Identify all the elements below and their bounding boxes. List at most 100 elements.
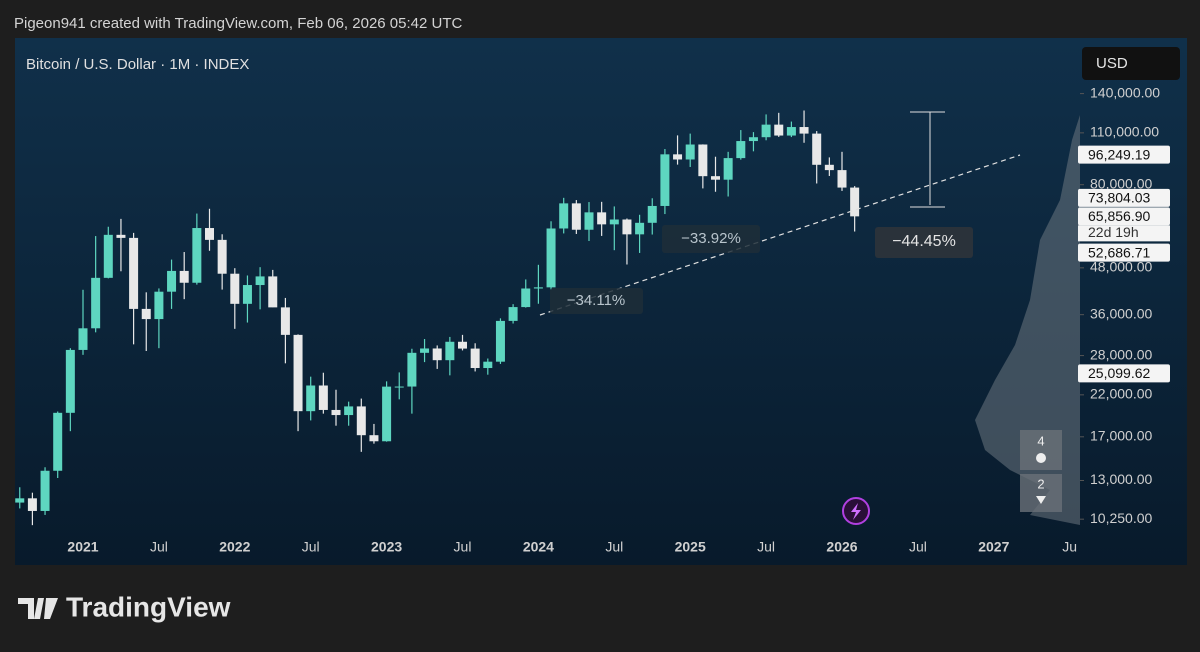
candle-body: [508, 307, 518, 321]
currency[interactable]: USD: [1096, 55, 1128, 72]
candle-body: [673, 154, 683, 160]
candle-body: [850, 187, 860, 217]
candle-body: [824, 164, 834, 171]
y-tick-label: 28,000.00: [1090, 346, 1152, 362]
candle-body: [205, 228, 214, 240]
candle-body: [635, 222, 645, 235]
candle-body: [407, 352, 417, 387]
brand: TradingView: [66, 591, 231, 622]
plot: [15, 110, 860, 526]
candle-body: [647, 205, 657, 223]
y-tick-label: 48,000.00: [1090, 259, 1152, 275]
badge-icon: [1036, 453, 1046, 463]
candle-body: [698, 144, 708, 177]
x-tick-label: Jul: [757, 539, 775, 555]
y-tick-label: 140,000.00: [1090, 84, 1160, 100]
candle-body: [167, 270, 177, 292]
x-tick-label: Ju: [1062, 539, 1077, 555]
candle-body: [394, 386, 404, 388]
candle-body: [141, 308, 151, 320]
price-label: 65,856.90: [1088, 208, 1150, 224]
candle-body: [242, 285, 252, 304]
candle-body: [748, 137, 758, 142]
candle-body: [65, 349, 75, 413]
candle-body: [837, 170, 847, 188]
y-tick-label: 110,000.00: [1090, 124, 1159, 140]
annotation-box: [875, 227, 973, 258]
x-tick-label: Jul: [302, 539, 320, 555]
candle-body: [736, 141, 746, 159]
x-tick-label: 2026: [826, 539, 857, 555]
candle-body: [571, 203, 581, 230]
candle-body: [344, 406, 354, 416]
y-tick-label: 10,250.00: [1090, 510, 1152, 526]
candle-body: [116, 234, 126, 238]
candle-body: [179, 270, 189, 283]
candle-body: [495, 320, 505, 362]
price-label-box: [1078, 145, 1170, 164]
chart-title: Bitcoin / U.S. Dollar · 1M · INDEX: [26, 56, 249, 73]
candle-body: [129, 237, 139, 309]
header: Pigeon941 created with TradingView.com, …: [14, 15, 462, 32]
candle-body: [445, 341, 455, 361]
event-bolt: [851, 503, 861, 520]
candle-body: [458, 341, 467, 349]
candle-body: [786, 127, 796, 136]
x-tick-label: Jul: [454, 539, 472, 555]
candle-body: [255, 276, 265, 286]
price-label-box: [1078, 364, 1170, 383]
annotation-box: [662, 225, 760, 253]
currency-button[interactable]: [1082, 47, 1180, 80]
candle-body: [521, 288, 531, 308]
candle-body: [584, 212, 594, 230]
x-tick-label: Jul: [605, 539, 623, 555]
candle-body: [15, 498, 25, 503]
candle-body: [27, 498, 37, 511]
price-label-box: [1078, 188, 1170, 207]
badge-label: 4: [1037, 433, 1044, 448]
candle-body: [483, 361, 493, 369]
price-label: 96,249.19: [1088, 146, 1150, 162]
candle-body: [533, 287, 543, 289]
countdown-box: [1078, 225, 1170, 242]
badge[interactable]: [1020, 474, 1062, 512]
candle-body: [660, 154, 670, 206]
price-label: 52,686.71: [1088, 244, 1150, 260]
candle-body: [217, 239, 227, 274]
annotation: −44.45%: [892, 233, 956, 250]
x-tick-label: 2027: [978, 539, 1009, 555]
candle-body: [774, 124, 784, 136]
annotation-box: [550, 288, 643, 314]
candle-body: [306, 385, 316, 412]
price-label: 25,099.62: [1088, 365, 1150, 381]
candle-body: [761, 124, 771, 138]
candle-body: [812, 133, 822, 165]
x-tick-label: Jul: [150, 539, 168, 555]
price-label-box: [1078, 207, 1170, 226]
x-tick-label: 2025: [675, 539, 706, 555]
candle-body: [103, 234, 113, 278]
candle-body: [799, 127, 809, 134]
candle-body: [622, 219, 632, 235]
candle-body: [382, 386, 392, 442]
candle-body: [559, 203, 569, 229]
annotation: −34.11%: [567, 292, 626, 309]
brand-logo: [18, 598, 58, 619]
candle-body: [609, 219, 619, 225]
candle-body: [154, 291, 164, 320]
x-tick-label: 2022: [219, 539, 250, 555]
candle-body: [546, 228, 556, 288]
candle-body: [318, 385, 328, 410]
candle-body: [91, 277, 101, 329]
candle-body: [432, 348, 442, 361]
candle-body: [268, 276, 278, 308]
candle-body: [78, 328, 88, 350]
y-tick-label: 36,000.00: [1090, 305, 1152, 321]
price-label-box: [1078, 243, 1170, 262]
badge[interactable]: [1020, 430, 1062, 470]
x-tick-label: 2024: [523, 539, 554, 555]
candle-body: [293, 334, 303, 412]
price-label: 73,804.03: [1088, 190, 1150, 206]
